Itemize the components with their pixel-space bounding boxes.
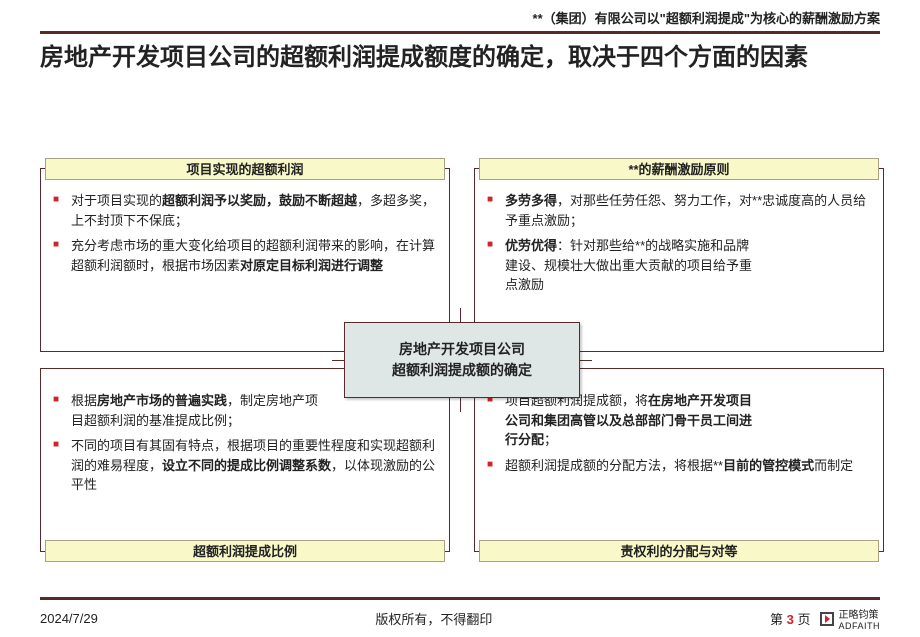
- label-top-left: 项目实现的超额利润: [45, 158, 445, 180]
- header-divider: [40, 31, 880, 34]
- logo-en: ADFAITH: [838, 621, 880, 631]
- connector-bottom: [460, 398, 461, 412]
- connector-top: [460, 308, 461, 322]
- label-bottom-right: 责权利的分配与对等: [479, 540, 879, 562]
- label-bottom-left: 超额利润提成比例: [45, 540, 445, 562]
- diagram-canvas: 项目实现的超额利润 对于项目实现的超额利润予以奖励，鼓励不断超越，多超多奖，上不…: [40, 168, 884, 552]
- page-suffix: 页: [794, 612, 811, 627]
- label-top-right: **的薪酬激励原则: [479, 158, 879, 180]
- doc-header: **（集团）有限公司以"超额利润提成"为核心的薪酬激励方案: [0, 0, 920, 31]
- page-prefix: 第: [770, 612, 787, 627]
- page-num-value: 3: [787, 612, 794, 627]
- center-box: 房地产开发项目公司 超额利润提成额的确定: [344, 322, 580, 398]
- footer-date: 2024/7/29: [40, 611, 98, 626]
- page-number: 第 3 页: [770, 609, 810, 628]
- logo: 正略钧策 ADFAITH: [820, 606, 880, 631]
- bullets-top-right: 多劳多得，对那些任劳任怨、努力工作，对**忠诚度高的人员给予重点激励；优劳优得：…: [475, 169, 883, 307]
- page-title: 房地产开发项目公司的超额利润提成额度的确定，取决于四个方面的因素: [0, 40, 920, 82]
- footer-divider: [40, 597, 880, 600]
- logo-cn: 正略钧策: [838, 606, 880, 621]
- footer-copyright: 版权所有，不得翻印: [375, 609, 492, 628]
- page-footer: 2024/7/29 版权所有，不得翻印 第 3 页 正略钧策 ADFAITH: [0, 597, 920, 637]
- logo-mark-icon: [820, 612, 834, 626]
- bullets-top-left: 对于项目实现的超额利润予以奖励，鼓励不断超越，多超多奖，上不封顶下不保底；充分考…: [41, 169, 449, 287]
